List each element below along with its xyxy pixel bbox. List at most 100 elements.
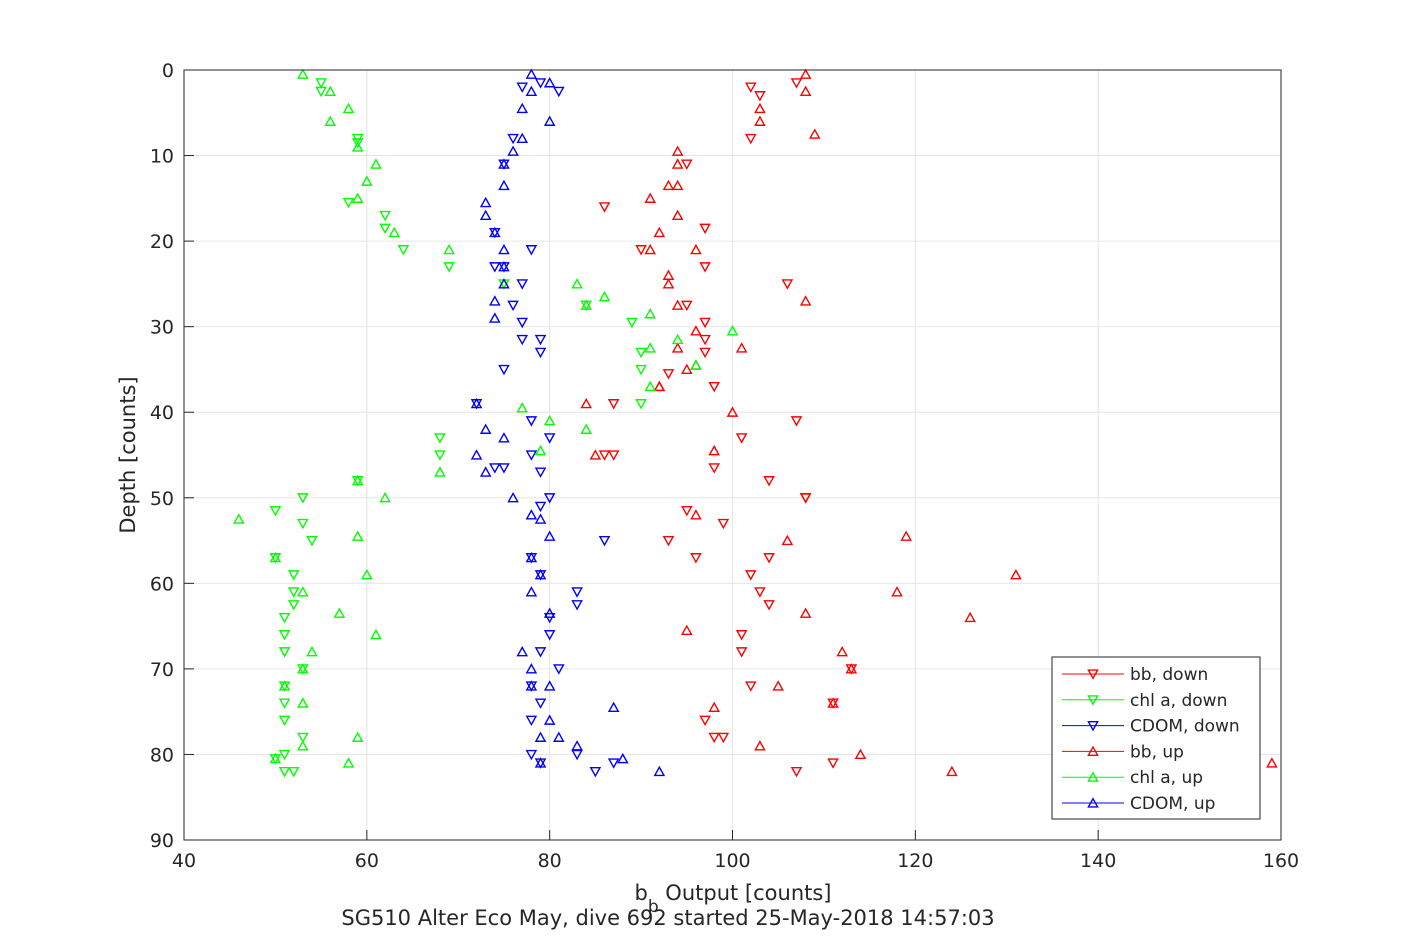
data-point xyxy=(434,450,446,461)
data-point xyxy=(351,192,364,203)
data-point xyxy=(571,749,583,761)
data-point xyxy=(342,198,355,209)
data-point xyxy=(1010,568,1022,580)
data-point xyxy=(644,308,657,319)
data-point xyxy=(525,680,538,691)
data-point xyxy=(479,209,492,221)
data-point xyxy=(571,600,583,611)
legend-marker xyxy=(1087,745,1099,757)
data-point xyxy=(690,325,702,336)
data-point xyxy=(799,493,812,504)
y-tick-label: 40 xyxy=(150,402,174,424)
data-point xyxy=(708,732,721,744)
data-point xyxy=(799,607,812,618)
y-tick-label: 0 xyxy=(162,60,174,82)
data-point xyxy=(397,245,410,256)
data-point xyxy=(525,749,538,761)
data-point xyxy=(516,645,529,657)
data-point xyxy=(498,260,510,272)
data-point xyxy=(744,133,757,145)
data-point xyxy=(790,416,803,427)
data-point xyxy=(269,551,282,563)
data-point xyxy=(479,196,492,208)
data-point xyxy=(571,587,583,598)
data-point xyxy=(662,535,675,547)
data-point xyxy=(470,449,483,460)
data-point xyxy=(653,765,666,777)
data-point xyxy=(754,587,766,598)
data-point xyxy=(516,132,529,144)
data-point xyxy=(379,223,391,235)
data-point xyxy=(534,444,547,456)
data-point xyxy=(525,586,538,597)
legend-marker xyxy=(1087,771,1099,782)
data-point xyxy=(726,406,739,417)
y-tick-label: 80 xyxy=(150,744,174,766)
data-point xyxy=(470,397,483,409)
data-point xyxy=(900,530,912,541)
data-point xyxy=(534,698,547,709)
data-point xyxy=(589,766,602,778)
data-point xyxy=(516,334,529,346)
data-point xyxy=(1266,757,1278,768)
data-point xyxy=(708,701,721,712)
data-point xyxy=(607,758,620,769)
data-point xyxy=(525,551,538,563)
data-point xyxy=(699,334,711,346)
data-point xyxy=(580,299,593,310)
data-point xyxy=(543,714,556,725)
data-point xyxy=(498,158,510,169)
data-point xyxy=(598,290,611,302)
data-point xyxy=(297,732,309,744)
data-point xyxy=(699,317,711,329)
data-point xyxy=(507,133,519,145)
data-point xyxy=(699,223,711,235)
data-point xyxy=(351,731,364,742)
x-axis-label-subscript: b xyxy=(648,897,659,917)
y-tick-label: 10 xyxy=(150,146,174,168)
data-point xyxy=(498,432,510,443)
data-point xyxy=(543,530,556,541)
data-point xyxy=(671,179,684,191)
data-point xyxy=(498,463,510,474)
data-point xyxy=(543,77,556,88)
data-point xyxy=(699,262,711,273)
data-point xyxy=(315,86,327,98)
data-point xyxy=(489,226,501,238)
data-point xyxy=(799,295,812,306)
data-point xyxy=(534,78,547,89)
data-point xyxy=(964,611,976,623)
x-axis-label: bb Output [counts] xyxy=(634,881,831,917)
data-point xyxy=(507,145,519,156)
data-point xyxy=(553,731,565,742)
data-point xyxy=(571,740,583,751)
data-point xyxy=(434,466,446,477)
data-point xyxy=(525,245,538,256)
data-point xyxy=(361,568,373,580)
series-4 xyxy=(233,68,739,768)
data-point xyxy=(351,474,364,486)
data-point xyxy=(735,342,748,353)
data-point xyxy=(516,402,529,413)
data-point xyxy=(489,463,501,474)
y-tick-label: 70 xyxy=(150,659,174,681)
data-point xyxy=(607,399,620,410)
x-tick-label: 160 xyxy=(1263,850,1299,872)
data-point xyxy=(681,363,693,375)
data-point xyxy=(607,450,620,461)
data-point xyxy=(498,364,510,376)
data-point xyxy=(699,347,711,359)
data-point xyxy=(543,414,556,426)
legend: bb, down chl a, down CDOM, down bb, up chl a… xyxy=(1051,656,1261,820)
data-point xyxy=(525,509,538,520)
data-point xyxy=(790,766,803,778)
data-point xyxy=(525,663,538,674)
legend-marker xyxy=(1087,669,1099,680)
legend-label: bb, up xyxy=(1130,742,1184,762)
data-point xyxy=(534,501,547,513)
data-point xyxy=(681,506,693,517)
data-point xyxy=(580,397,593,409)
data-point xyxy=(644,380,657,392)
data-point xyxy=(278,612,291,624)
data-point xyxy=(589,449,602,460)
